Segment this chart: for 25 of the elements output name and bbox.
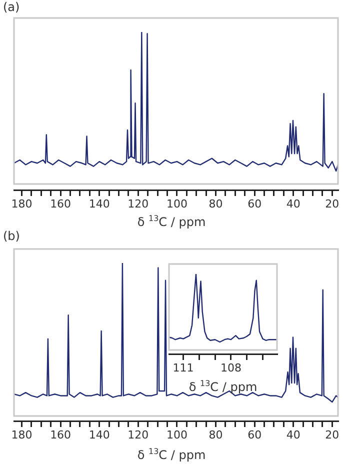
x-tick-label: 111 [172,361,194,374]
x-tick-label: 60 [248,428,262,442]
x-tick-label: 108 [220,361,242,374]
x-tick-label: 100 [166,197,188,210]
x-tick-label: 80 [208,197,223,210]
chart-title: (b) [3,229,20,243]
x-tick-label: 40 [286,428,300,442]
x-tick-label: 180 [11,197,32,210]
x-tick-label: 180 [11,428,32,442]
x-tick-label: 20 [325,428,340,442]
x-tick-label: 20 [325,197,340,210]
x-axis-title: δ $^{13}$C / ppm [188,378,258,394]
x-tick-label: 40 [286,197,300,210]
x-tick-label: 80 [208,428,223,442]
x-tick-label: 160 [50,428,72,442]
x-axis-title: δ $^{13}$C / ppm [136,213,207,229]
chart-title: (a) [3,0,20,14]
x-tick-label: 140 [88,428,110,442]
x-tick-label: 100 [166,428,188,442]
x-tick-label: 140 [88,197,110,210]
x-axis-title: δ $^{13}$C / ppm [136,446,207,462]
x-tick-label: 60 [248,197,262,210]
x-tick-label: 160 [50,197,72,210]
x-tick-label: 120 [128,428,149,442]
x-tick-label: 120 [128,197,149,210]
